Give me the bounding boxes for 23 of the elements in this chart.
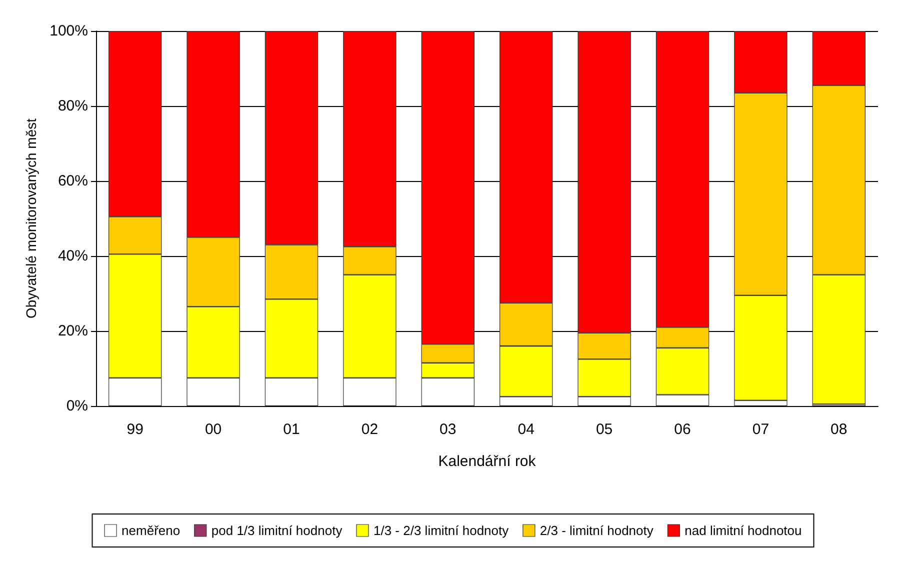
x-axis-title: Kalendářní rok — [438, 453, 536, 470]
x-tick-label: 04 — [518, 421, 534, 438]
y-tick-label: 0% — [66, 398, 88, 414]
x-tick-label: 05 — [596, 421, 613, 438]
y-tick-label: 80% — [58, 98, 88, 114]
y-tick-label: 60% — [58, 172, 88, 190]
legend-label: pod 1/3 limitní hodnoty — [211, 523, 343, 538]
legend-label: 1/3 - 2/3 limitní hodnoty — [373, 523, 510, 538]
x-tick-label: 07 — [752, 421, 770, 438]
x-tick-label: 00 — [204, 421, 222, 438]
x-tick-label: 03 — [440, 421, 456, 438]
legend-label: neměřeno — [122, 523, 180, 538]
x-tick-label: 08 — [830, 421, 848, 438]
x-tick-label: 02 — [361, 421, 378, 438]
legend-label: 2/3 - limitní hodnoty — [540, 523, 654, 538]
y-tick-label: 20% — [58, 322, 88, 340]
x-tick-label: 01 — [283, 421, 300, 438]
x-tick-label: 06 — [674, 421, 691, 438]
y-tick-label: 40% — [58, 248, 88, 264]
y-axis-title: Obyvatelé monitorovaných měst — [23, 118, 39, 318]
x-tick-label: 99 — [126, 421, 144, 438]
y-tick-label: 100% — [50, 22, 88, 40]
legend-label: nad limitní hodnotou — [684, 523, 802, 538]
